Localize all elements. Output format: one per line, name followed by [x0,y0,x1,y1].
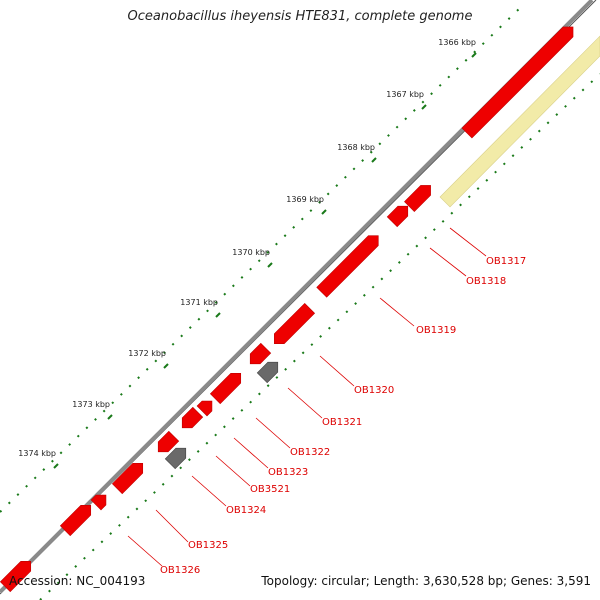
gene-feature-ob1320 [274,302,316,344]
tick-label: 1370 kbp [232,248,270,257]
gene-leader-line [287,387,323,419]
gene-label-ob3521: OB3521 [250,484,290,495]
tick-mark [421,104,427,110]
gene-leader-line [127,535,163,567]
tick-label: 1367 kbp [386,90,424,99]
gene-leader-line [449,227,487,257]
gene-feature-ob3521 [181,406,204,429]
gene-label-ob1323: OB1323 [268,467,308,478]
gene-feature-ob1324a [157,430,180,453]
tick-label: 1374 kbp [18,449,56,458]
gene-label-ob1325: OB1325 [188,540,228,551]
gene-feature-ob1318 [404,185,431,212]
tick-label: 1372 kbp [128,349,166,358]
tick-mark [163,363,169,369]
gene-feature-ob1317 [461,26,574,139]
tick-label: 1369 kbp [286,195,324,204]
gene-label-ob1320: OB1320 [354,385,394,396]
tick-mark [471,52,477,58]
gene-label-ob1319: OB1319 [416,325,456,336]
genome-summary-text: Topology: circular; Length: 3,630,528 bp… [261,574,591,588]
tick-mark [53,463,59,469]
inner-dotted-track [39,73,600,600]
gene-label-ob1321: OB1321 [322,417,362,428]
highlight-band [439,35,600,208]
tick-label: 1371 kbp [180,298,218,307]
tick-mark [107,414,113,420]
gene-feature-ob1324 [164,447,187,470]
gene-leader-line [191,475,227,507]
gene-feature-ob1321a [249,342,272,365]
accession-text: Accession: NC_004193 [9,574,146,588]
coordinate-ticks: 1366 kbp 1367 kbp 1368 kbp 1369 kbp 1370 kbp… [18,38,477,469]
tick-label: 1368 kbp [337,143,375,152]
gene-leader-line [379,297,415,327]
gene-feature-ob1318b [386,205,409,228]
map-title: Oceanobacillus iheyensis HTE831, complet… [127,9,473,24]
gene-feature-ob1325 [111,462,144,495]
tick-mark [371,157,377,163]
gene-leader-line [319,355,355,387]
gene-label-ob1324: OB1324 [226,505,266,516]
gene-leader-line [255,417,291,449]
gene-leader-line [215,455,251,487]
gene-leader-line [155,509,189,543]
outer-dotted-track [0,7,521,513]
gene-features [0,26,574,593]
gene-feature-ob1326 [59,504,92,537]
gene-leader-line [233,437,269,469]
gene-label-ob1318: OB1318 [466,276,506,287]
gene-label-ob1322: OB1322 [290,447,330,458]
gene-feature-edge [0,560,32,593]
gene-labels: OB1317 OB1318 OB1319 OB1320 OB1321 OB1322 OB13… [127,227,526,576]
gene-feature-ob1323 [196,400,213,417]
gene-feature-ob1322 [209,372,242,405]
gene-leader-line [429,247,467,277]
gene-label-ob1326: OB1326 [160,565,200,576]
tick-label: 1366 kbp [438,38,476,47]
tick-mark [321,209,327,215]
gene-label-ob1317: OB1317 [486,256,526,267]
gene-feature-ob1325b [90,494,107,511]
tick-mark [267,262,273,268]
tick-label: 1373 kbp [72,400,110,409]
tick-mark [215,312,221,318]
gene-feature-ob1321 [256,361,279,384]
gene-feature-ob1319 [316,235,379,298]
